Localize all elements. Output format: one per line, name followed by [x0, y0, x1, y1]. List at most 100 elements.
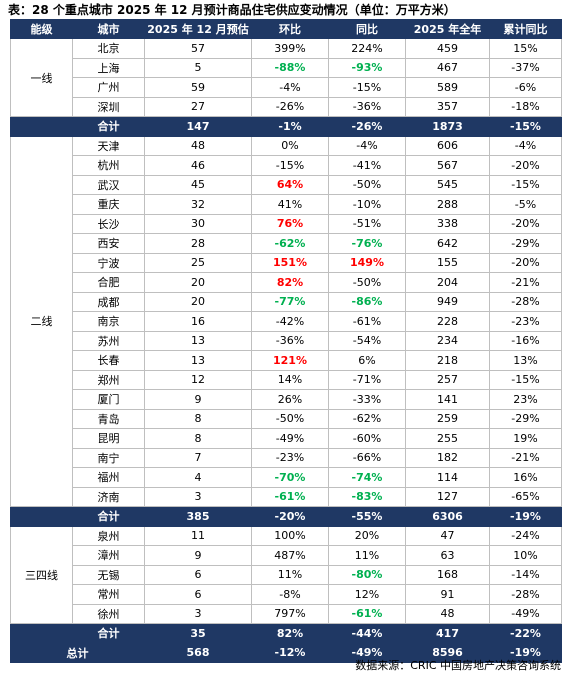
table-row: 合肥 20 82% -50% 204 -21% — [11, 272, 562, 293]
yoy-cell: -61% — [328, 311, 406, 332]
table-row: 徐州 3 797% -61% 48 -49% — [11, 603, 562, 624]
dec-estimate-cell: 8 — [144, 408, 252, 429]
city-cell: 无锡 — [72, 564, 145, 585]
city-cell: 天津 — [72, 135, 145, 156]
total-label: 总计 — [10, 642, 145, 663]
city-cell: 广州 — [72, 77, 145, 98]
yoy-cell: -33% — [328, 389, 406, 410]
mom-cell: 14% — [251, 369, 329, 390]
yoy-cell: -10% — [328, 194, 406, 215]
annual-cell: 234 — [405, 330, 490, 351]
mom-cell: 82% — [251, 623, 329, 644]
mom-cell: 0% — [251, 135, 329, 156]
yoy-cell: 6% — [328, 350, 406, 371]
mom-cell: 64% — [251, 174, 329, 195]
table-row: 长春 13 121% 6% 218 13% — [11, 350, 562, 371]
dec-estimate-cell: 385 — [144, 506, 252, 527]
level-cell: 三四线 — [10, 525, 73, 624]
mom-cell: 82% — [251, 272, 329, 293]
subtotal-label: 合计 — [72, 506, 145, 527]
city-cell: 济南 — [72, 486, 145, 507]
annual-cell: 155 — [405, 252, 490, 273]
yoy-cell: -93% — [328, 57, 406, 78]
table-row: 上海 5 -88% -93% 467 -37% — [11, 57, 562, 78]
annual-cell: 338 — [405, 213, 490, 234]
table-row: 成都 20 -77% -86% 949 -28% — [11, 291, 562, 312]
table-row: 南京 16 -42% -61% 228 -23% — [11, 311, 562, 332]
yoy-cell: -66% — [328, 447, 406, 468]
annual-cell: 141 — [405, 389, 490, 410]
city-cell: 厦门 — [72, 389, 145, 410]
cumulative-yoy-cell: 16% — [489, 467, 562, 488]
city-cell: 郑州 — [72, 369, 145, 390]
mom-cell: 399% — [251, 38, 329, 59]
yoy-cell: 224% — [328, 38, 406, 59]
city-cell: 宁波 — [72, 252, 145, 273]
mom-cell: 100% — [251, 525, 329, 546]
city-cell: 福州 — [72, 467, 145, 488]
dec-estimate-cell: 28 — [144, 233, 252, 254]
annual-cell: 642 — [405, 233, 490, 254]
mom-cell: -36% — [251, 330, 329, 351]
city-cell: 深圳 — [72, 96, 145, 117]
mom-cell: 797% — [251, 603, 329, 624]
supply-table: 能级 城市 2025 年 12 月预估 环比 同比 2025 年全年 累计同比 … — [10, 19, 562, 663]
mom-cell: -61% — [251, 486, 329, 507]
city-cell: 南宁 — [72, 447, 145, 468]
dec-estimate-cell: 46 — [144, 155, 252, 176]
city-cell: 合肥 — [72, 272, 145, 293]
yoy-cell: -61% — [328, 603, 406, 624]
cumulative-yoy-cell: 13% — [489, 350, 562, 371]
cumulative-yoy-cell: -28% — [489, 291, 562, 312]
table-row: 南宁 7 -23% -66% 182 -21% — [11, 447, 562, 468]
annual-cell: 467 — [405, 57, 490, 78]
table-row: 武汉 45 64% -50% 545 -15% — [11, 174, 562, 195]
yoy-cell: 149% — [328, 252, 406, 273]
city-cell: 武汉 — [72, 174, 145, 195]
dec-estimate-cell: 568 — [144, 642, 252, 663]
annual-cell: 218 — [405, 350, 490, 371]
table-row: 常州 6 -8% 12% 91 -28% — [11, 584, 562, 605]
mom-cell: -42% — [251, 311, 329, 332]
dec-estimate-cell: 9 — [144, 545, 252, 566]
city-cell: 泉州 — [72, 525, 145, 546]
yoy-cell: -36% — [328, 96, 406, 117]
cumulative-yoy-cell: 23% — [489, 389, 562, 410]
mom-cell: -50% — [251, 408, 329, 429]
mom-cell: -20% — [251, 506, 329, 527]
dec-estimate-cell: 48 — [144, 135, 252, 156]
mom-cell: 121% — [251, 350, 329, 371]
dec-estimate-cell: 4 — [144, 467, 252, 488]
cumulative-yoy-cell: -20% — [489, 252, 562, 273]
table-row: 西安 28 -62% -76% 642 -29% — [11, 233, 562, 254]
mom-cell: -12% — [251, 642, 329, 663]
annual-cell: 606 — [405, 135, 490, 156]
dec-estimate-cell: 11 — [144, 525, 252, 546]
table-row: 福州 4 -70% -74% 114 16% — [11, 467, 562, 488]
table-title: 表：28 个重点城市 2025 年 12 月预计商品住宅供应变动情况（单位：万平… — [8, 3, 456, 17]
annual-cell: 127 — [405, 486, 490, 507]
yoy-cell: -83% — [328, 486, 406, 507]
mom-cell: -70% — [251, 467, 329, 488]
table-row: 一线 北京 57 399% 224% 459 15% — [10, 38, 562, 117]
subtotal-row: 合计 147 -1% -26% 1873 -15% — [10, 116, 562, 137]
mom-cell: -8% — [251, 584, 329, 605]
city-cell: 徐州 — [72, 603, 145, 624]
mom-cell: -88% — [251, 57, 329, 78]
yoy-cell: -51% — [328, 213, 406, 234]
subtotal-spacer — [10, 506, 73, 527]
mom-cell: -62% — [251, 233, 329, 254]
annual-cell: 257 — [405, 369, 490, 390]
mom-cell: -4% — [251, 77, 329, 98]
yoy-cell: -4% — [328, 135, 406, 156]
cumulative-yoy-cell: -49% — [489, 603, 562, 624]
dec-estimate-cell: 8 — [144, 428, 252, 449]
table-row: 昆明 8 -49% -60% 255 19% — [11, 428, 562, 449]
cumulative-yoy-cell: -24% — [489, 525, 562, 546]
annual-cell: 182 — [405, 447, 490, 468]
city-cell: 苏州 — [72, 330, 145, 351]
annual-cell: 255 — [405, 428, 490, 449]
table-row: 郑州 12 14% -71% 257 -15% — [11, 369, 562, 390]
dec-estimate-cell: 32 — [144, 194, 252, 215]
cumulative-yoy-cell: -15% — [489, 369, 562, 390]
